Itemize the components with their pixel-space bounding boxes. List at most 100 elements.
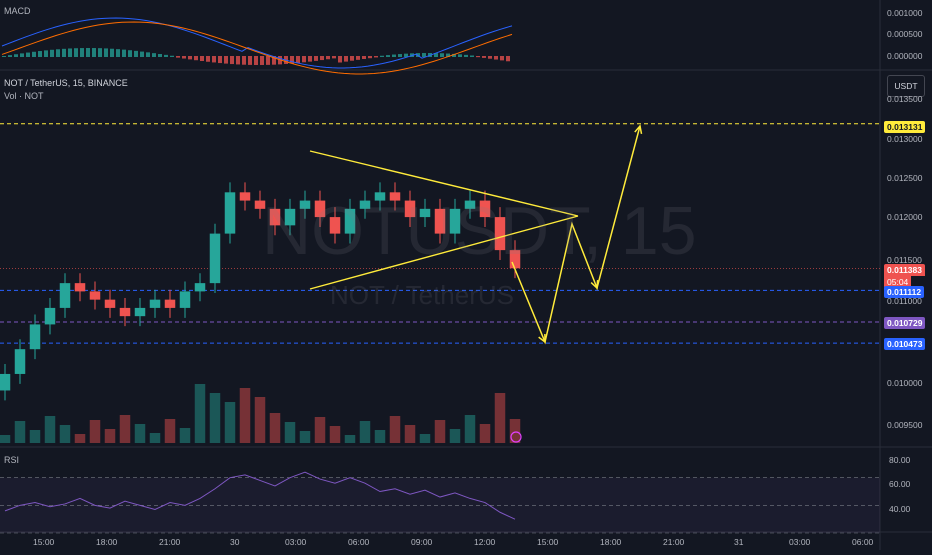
candle-body <box>479 200 491 218</box>
macd-histogram-bar <box>44 50 48 57</box>
macd-histogram-bar <box>68 48 72 57</box>
macd-histogram-bar <box>296 56 300 63</box>
candle-body <box>344 208 356 234</box>
macd-histogram-bar <box>80 48 84 57</box>
candle-body <box>464 200 476 209</box>
macd-histogram-bar <box>362 56 366 60</box>
macd-histogram-bar <box>386 55 390 57</box>
level1-price-tag: 0.011112 <box>884 286 925 298</box>
price-axis-tick: 0.010000 <box>887 378 923 388</box>
macd-histogram-bar <box>104 48 108 57</box>
price-axis-tick: 0.009500 <box>887 420 923 430</box>
macd-histogram-bar <box>398 54 402 57</box>
macd-histogram-bar <box>380 55 384 57</box>
candle-body <box>209 233 221 284</box>
macd-axis-tick: 0.000000 <box>887 51 923 61</box>
candle-body <box>44 307 56 325</box>
candle-body <box>134 307 146 317</box>
macd-histogram-bar <box>32 51 36 57</box>
price-axis-tick: 0.013000 <box>887 134 923 144</box>
rsi-label: RSI <box>4 455 20 465</box>
macd-histogram-bar <box>26 52 30 57</box>
candle-body <box>14 349 26 374</box>
macd-histogram-bar <box>326 56 330 60</box>
macd-histogram-bar <box>308 56 312 62</box>
macd-histogram-bar <box>356 56 360 60</box>
macd-histogram-bar <box>14 54 18 57</box>
macd-histogram-bar <box>56 49 60 57</box>
time-axis-tick: 31 <box>734 537 744 547</box>
time-axis-tick: 06:00 <box>348 537 370 547</box>
last-price-tag: 0.011383 <box>884 264 925 276</box>
volume-bar <box>179 428 191 443</box>
macd-histogram-bar <box>266 56 270 65</box>
price-axis-tick: 0.011500 <box>887 255 922 265</box>
candle-body <box>374 192 386 201</box>
volume-bar <box>104 429 116 443</box>
macd-histogram-bar <box>440 53 444 57</box>
projection-arrowhead <box>538 333 546 344</box>
macd-histogram-bar <box>182 56 186 59</box>
signal-line <box>1 21 513 75</box>
candle-body <box>389 192 401 201</box>
macd-histogram-bar <box>128 50 132 57</box>
macd-histogram-bar <box>446 53 450 57</box>
volume-bar <box>239 388 251 443</box>
time-axis-tick: 21:00 <box>663 537 685 547</box>
currency-unit-button[interactable]: USDT <box>887 75 925 97</box>
volume-bar <box>74 434 86 443</box>
time-axis-tick: 12:00 <box>474 537 496 547</box>
volume-bar <box>14 421 26 443</box>
candle-body <box>299 200 311 209</box>
volume-bar <box>494 393 506 443</box>
macd-histogram-bar <box>212 56 216 63</box>
macd-histogram-bar <box>200 56 204 62</box>
candle-body <box>0 373 11 391</box>
candle-body <box>74 283 86 292</box>
macd-histogram-bar <box>194 56 198 61</box>
macd-histogram-bar <box>368 56 372 59</box>
time-axis-tick: 15:00 <box>33 537 55 547</box>
macd-histogram-bar <box>506 56 510 62</box>
macd-histogram-bar <box>20 53 24 57</box>
macd-histogram-bar <box>332 56 336 59</box>
projection-arrowhead <box>634 124 643 134</box>
volume-bar <box>0 435 11 443</box>
countdown-tag: 05:04 <box>884 276 912 288</box>
volume-bar <box>509 419 521 443</box>
volume-bar <box>164 419 176 443</box>
macd-histogram-bar <box>392 54 396 57</box>
watermark-ticker: NOTUSDT, 15 <box>262 193 697 269</box>
macd-histogram-bar <box>404 53 408 57</box>
volume-bar <box>149 433 161 443</box>
macd-histogram-bar <box>224 56 228 64</box>
candle-body <box>149 299 161 308</box>
macd-histogram-bar <box>500 56 504 61</box>
rsi-axis-tick: 80.00 <box>889 455 911 465</box>
volume-bar <box>404 425 416 443</box>
macd-histogram-bar <box>140 51 144 57</box>
macd-axis-tick: 0.000500 <box>887 29 923 39</box>
macd-histogram-bar <box>314 56 318 61</box>
candle-body <box>419 208 431 218</box>
macd-histogram-bar <box>176 56 180 58</box>
triangle-lower-trendline <box>309 215 579 290</box>
macd-histogram-bar <box>86 48 90 57</box>
projection-arrowhead <box>590 279 599 290</box>
macd-histogram-bar <box>470 55 474 57</box>
time-axis-tick: 18:00 <box>600 537 622 547</box>
rsi-axis-tick: 40.00 <box>889 504 911 514</box>
volume-bar <box>479 424 491 443</box>
macd-histogram-bar <box>374 56 378 58</box>
candle-body <box>449 208 461 234</box>
rsi-axis-tick: 60.00 <box>889 479 911 489</box>
symbol-title[interactable]: NOT / TetherUS, 15, BINANCE <box>4 78 128 88</box>
macd-axis-tick: 0.001000 <box>887 8 923 18</box>
volume-bar <box>449 429 461 443</box>
macd-histogram-bar <box>242 56 246 65</box>
volume-bar <box>269 413 281 443</box>
macd-histogram-bar <box>116 49 120 57</box>
candle-body <box>59 283 71 308</box>
